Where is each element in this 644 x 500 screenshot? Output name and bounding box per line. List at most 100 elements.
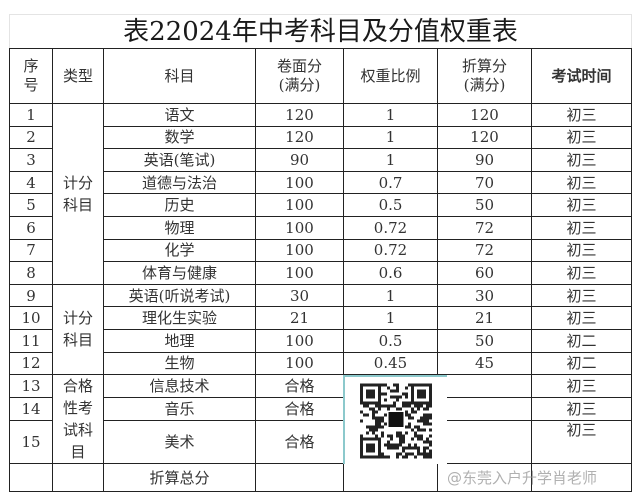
exam-time: 初三 xyxy=(531,283,632,308)
raw-score: 100 xyxy=(255,238,344,263)
qr-code xyxy=(343,375,447,464)
row-number: 11 xyxy=(9,328,53,353)
raw-score: 30 xyxy=(255,283,344,308)
subject: 理化生实验 xyxy=(103,306,256,330)
weight: 0.7 xyxy=(343,170,438,195)
row-number: 2 xyxy=(9,125,53,150)
table-row: 11 地理 100 0.5 50 初二 xyxy=(9,328,632,353)
exam-time: 初三 xyxy=(531,420,632,465)
exam-time: 初三 xyxy=(531,193,632,217)
subject: 体育与健康 xyxy=(103,261,256,285)
raw-score: 合格 xyxy=(255,374,344,399)
converted-score xyxy=(437,397,532,422)
row-number: 12 xyxy=(9,351,53,376)
total-cell xyxy=(255,463,344,493)
total-cell xyxy=(52,463,104,493)
subject: 历史 xyxy=(103,193,256,217)
subject: 物理 xyxy=(103,215,256,240)
header-converted: 折算分(满分) xyxy=(437,48,532,104)
table-row: 3 英语(笔试) 90 1 90 初三 xyxy=(9,148,632,172)
converted-score: 60 xyxy=(437,261,532,285)
raw-score: 合格 xyxy=(255,397,344,422)
score-table: 序号 类型 科目 卷面分(满分) 权重比例 折算分(满分) 考试时间 1 计分科目… xyxy=(9,48,632,493)
raw-score: 120 xyxy=(255,103,344,127)
raw-score: 100 xyxy=(255,215,344,240)
converted-score: 70 xyxy=(437,170,532,195)
row-number: 13 xyxy=(9,374,53,399)
exam-time: 初三 xyxy=(531,374,632,399)
table-row: 1 计分科目 语文 120 1 120 初三 xyxy=(9,103,632,285)
header-weight: 权重比例 xyxy=(343,48,438,104)
row-number: 1 xyxy=(9,103,53,127)
exam-time: 初三 xyxy=(531,215,632,240)
table-row: 4 道德与法治 100 0.7 70 初三 xyxy=(9,170,632,195)
weight: 1 xyxy=(343,306,438,330)
type-group: 计分科目 xyxy=(52,283,104,376)
subject: 化学 xyxy=(103,238,256,263)
weight: 0.5 xyxy=(343,193,438,217)
total-cell xyxy=(9,463,53,493)
raw-score: 100 xyxy=(255,261,344,285)
table-row: 6 物理 100 0.72 72 初三 xyxy=(9,215,632,240)
converted-score: 30 xyxy=(437,283,532,308)
subject: 数学 xyxy=(103,125,256,150)
exam-time: 初二 xyxy=(531,351,632,376)
subject: 生物 xyxy=(103,351,256,376)
exam-time: 初三 xyxy=(531,103,632,127)
total-cell xyxy=(437,463,532,493)
table-row: 2 数学 120 1 120 初三 xyxy=(9,125,632,150)
table-row: 5 历史 100 0.5 50 初三 xyxy=(9,193,632,217)
row-number: 14 xyxy=(9,397,53,422)
weight: 1 xyxy=(343,283,438,308)
type-label: 合格性考试科目 xyxy=(62,377,93,462)
row-number: 8 xyxy=(9,261,53,285)
weight: 0.72 xyxy=(343,215,438,240)
table-row: 13 合格性考试科目 信息技术 合格 初三 xyxy=(9,374,632,465)
subject: 语文 xyxy=(103,103,256,127)
subject: 信息技术 xyxy=(103,374,256,399)
row-number: 7 xyxy=(9,238,53,263)
table-row: 10 理化生实验 21 1 21 初三 xyxy=(9,306,632,330)
total-cell xyxy=(531,463,632,493)
header-row: 序号 类型 科目 卷面分(满分) 权重比例 折算分(满分) 考试时间 xyxy=(9,48,632,104)
type-label: 计分科目 xyxy=(62,309,93,350)
table-row: 7 化学 100 0.72 72 初三 xyxy=(9,238,632,263)
row-number: 6 xyxy=(9,215,53,240)
subject: 地理 xyxy=(103,328,256,353)
raw-score: 21 xyxy=(255,306,344,330)
total-label: 折算总分 xyxy=(103,463,256,493)
row-number: 9 xyxy=(9,283,53,308)
row-number: 10 xyxy=(9,306,53,330)
raw-score: 120 xyxy=(255,125,344,150)
subject: 道德与法治 xyxy=(103,170,256,195)
converted-score: 45 xyxy=(437,351,532,376)
weight: 1 xyxy=(343,148,438,172)
table-row: 8 体育与健康 100 0.6 60 初三 xyxy=(9,261,632,285)
raw-score: 合格 xyxy=(255,420,344,465)
watermark: @东莞入户升学肖老师 xyxy=(447,469,598,487)
table-row: 15 美术 合格 初三 xyxy=(9,420,632,465)
converted-score: 90 xyxy=(437,148,532,172)
converted-score: 120 xyxy=(437,125,532,150)
raw-score: 90 xyxy=(255,148,344,172)
exam-time: 初二 xyxy=(531,328,632,353)
weight: 1 xyxy=(343,125,438,150)
subject: 美术 xyxy=(103,420,256,465)
row-number: 15 xyxy=(9,420,53,465)
raw-score: 100 xyxy=(255,170,344,195)
table-row: 14 音乐 合格 初三 xyxy=(9,397,632,422)
converted-score xyxy=(437,374,532,399)
total-row: 折算总分 xyxy=(9,463,632,493)
weight: 0.45 xyxy=(343,351,438,376)
converted-score: 72 xyxy=(437,238,532,263)
subject: 英语(听说考试) xyxy=(103,283,256,308)
weight: 0.5 xyxy=(343,328,438,353)
exam-time: 初三 xyxy=(531,238,632,263)
header-type: 类型 xyxy=(52,48,104,104)
weight: 0.6 xyxy=(343,261,438,285)
row-number: 4 xyxy=(9,170,53,195)
weight: 0.72 xyxy=(343,238,438,263)
exam-time: 初三 xyxy=(531,125,632,150)
table-row: 12 生物 100 0.45 45 初二 xyxy=(9,351,632,376)
subject: 英语(笔试) xyxy=(103,148,256,172)
